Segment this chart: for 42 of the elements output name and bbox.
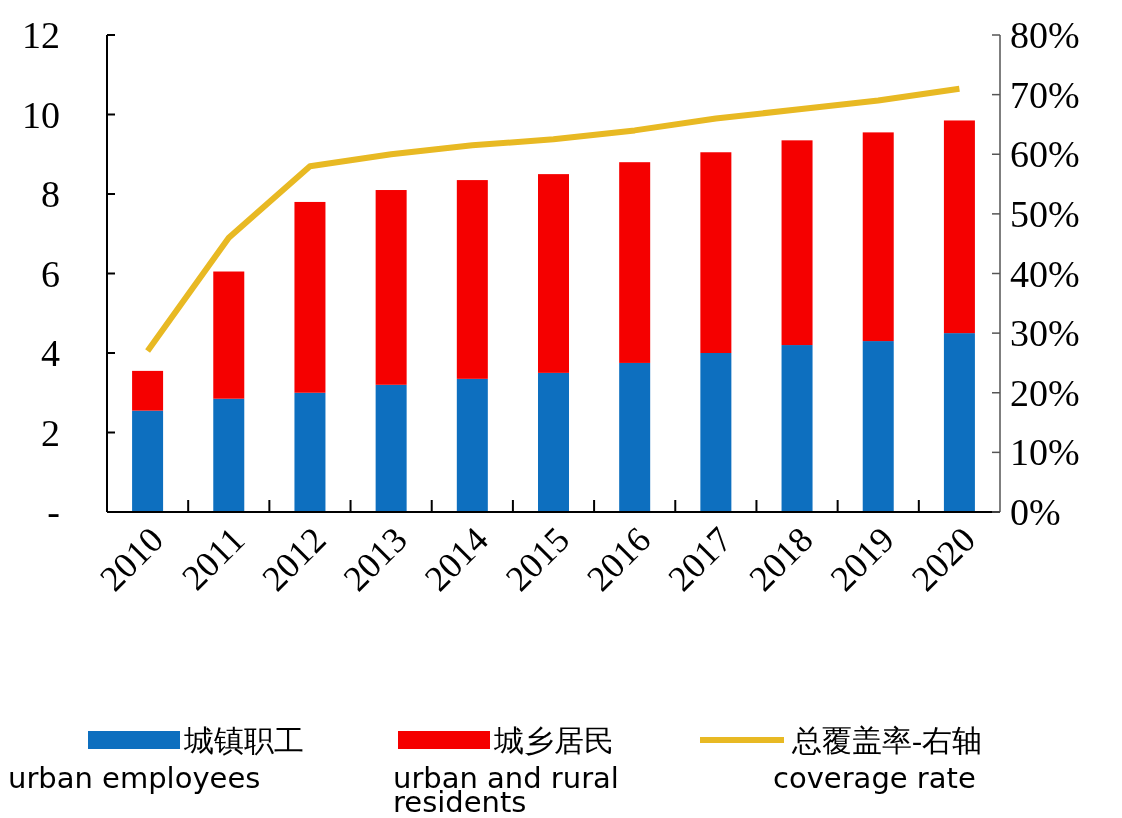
y2-tick-label: 0% <box>1010 491 1061 533</box>
y-tick-label: 12 <box>22 14 60 56</box>
bar <box>132 410 164 512</box>
y2-tick-label: 20% <box>1010 371 1080 414</box>
bar <box>132 370 164 411</box>
bar <box>213 398 245 512</box>
y2-tick-label: 10% <box>1010 431 1080 474</box>
bar <box>700 152 732 353</box>
legend-label: 总覆盖率-右轴 coverage rate <box>773 724 982 795</box>
bar <box>294 392 326 512</box>
bar <box>700 353 732 512</box>
bar <box>538 372 569 512</box>
y2-tick-label: 30% <box>1010 312 1080 355</box>
y-tick-label: 6 <box>41 252 60 295</box>
bar <box>943 120 975 334</box>
bar <box>862 341 894 512</box>
y-tick-label: - <box>47 491 60 533</box>
y2-tick-label: 60% <box>1010 133 1080 176</box>
y-tick-label: 4 <box>41 332 60 374</box>
y2-tick-label: 80% <box>1010 14 1080 56</box>
bar <box>375 190 407 385</box>
bar <box>781 140 813 346</box>
bar <box>456 378 488 512</box>
bar <box>619 362 651 512</box>
y2-tick-label: 50% <box>1010 192 1080 235</box>
bar <box>943 333 975 512</box>
y2-tick-label: 70% <box>1010 73 1080 116</box>
bar <box>294 201 326 393</box>
y-tick-label: 8 <box>41 173 60 215</box>
y2-tick-label: 40% <box>1010 252 1080 295</box>
bar <box>781 345 813 512</box>
bar <box>538 174 569 373</box>
y-tick-label: 2 <box>41 411 60 454</box>
bar <box>213 271 245 399</box>
bar <box>862 132 894 342</box>
bar <box>375 384 407 512</box>
bar <box>619 162 651 363</box>
y-tick-label: 10 <box>22 93 60 136</box>
x-tick-label: 2011 <box>174 519 253 598</box>
bar <box>456 180 488 379</box>
legend-label: 城镇职工 urban employees <box>8 724 304 795</box>
legend-label: 城乡居民 urban and rural residents <box>393 724 619 818</box>
